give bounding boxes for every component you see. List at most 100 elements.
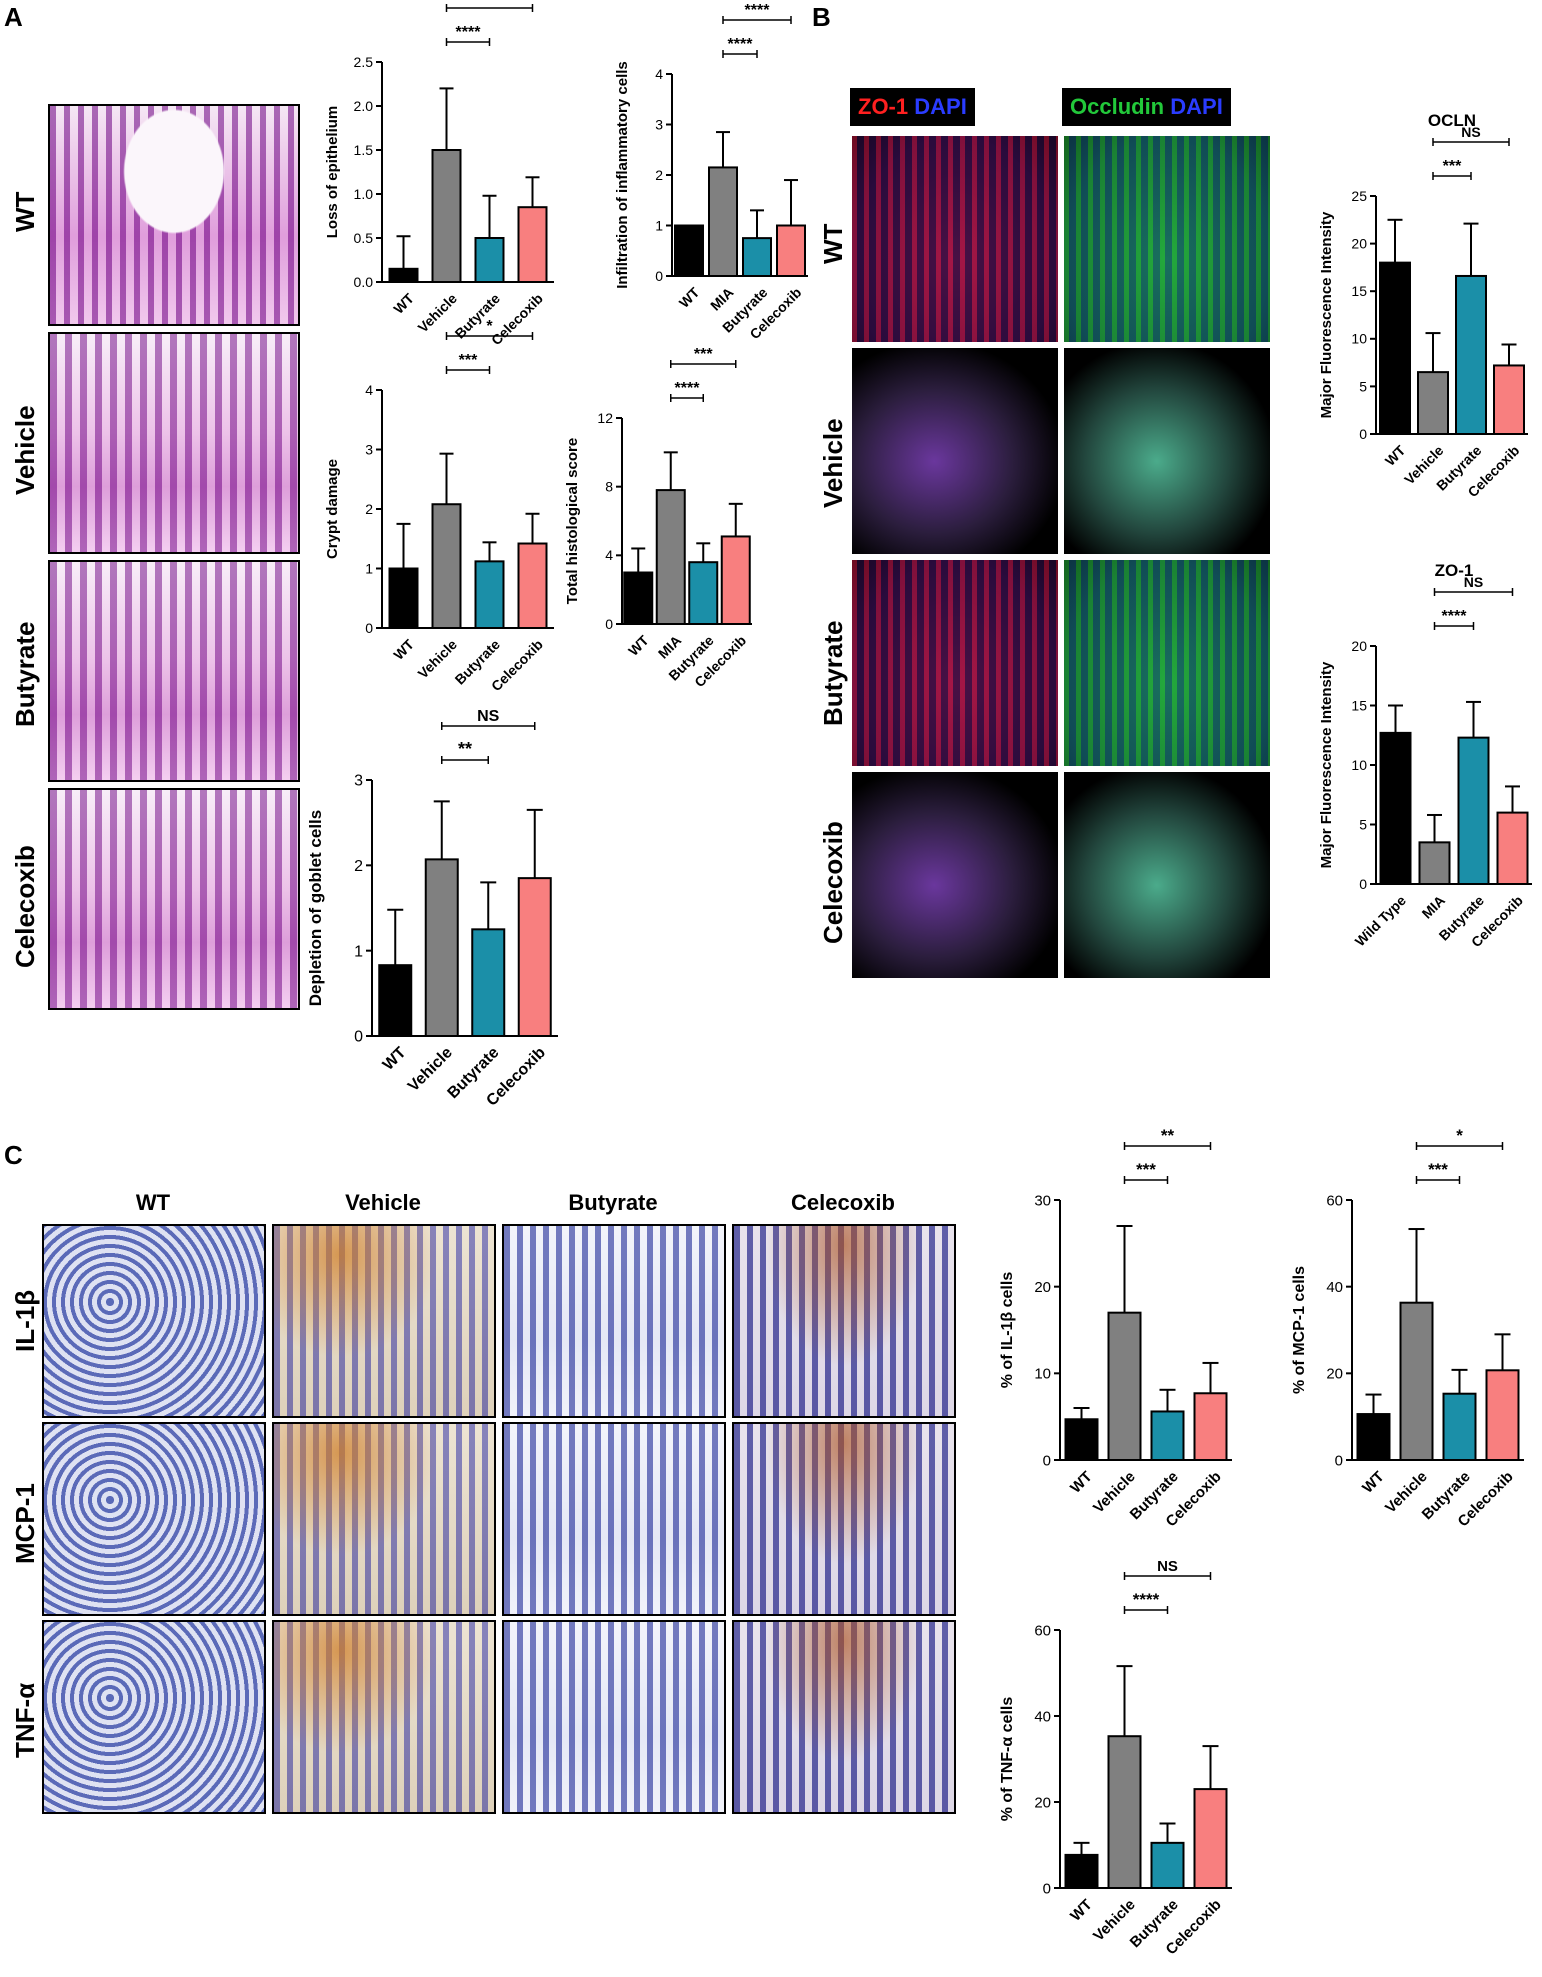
sig-label: **** <box>1442 608 1468 625</box>
y-tick-label: 0.5 <box>354 230 374 246</box>
sig-label: NS <box>1464 574 1483 590</box>
if-header-occludin: Occludin DAPI <box>1062 88 1231 126</box>
y-axis-label: % of IL-1β cells <box>999 1272 1016 1389</box>
ihc-mcp1-celecoxib <box>732 1422 956 1616</box>
y-tick-label: 2 <box>354 858 363 875</box>
bar-wt <box>623 571 654 625</box>
bar-butyrate <box>1457 736 1490 885</box>
zo1-stain-label: ZO-1 <box>858 94 909 119</box>
sig-label: *** <box>694 346 713 363</box>
y-tick-label: 25 <box>1351 188 1367 204</box>
y-tick-label: 1.0 <box>354 186 374 202</box>
he-image-wt <box>48 104 300 326</box>
x-tick-label: WT <box>390 636 417 663</box>
sig-label: *** <box>1428 1160 1448 1179</box>
y-tick-label: 0 <box>1359 426 1367 442</box>
bar-celecoxib <box>1193 1392 1228 1462</box>
if-header-zo1: ZO-1 DAPI <box>850 88 975 126</box>
y-tick-label: 8 <box>605 479 613 495</box>
ihc-col-label-vehicle: Vehicle <box>345 1190 421 1215</box>
x-tick-label: Wild Type <box>1352 892 1409 949</box>
y-axis-label: Crypt damage <box>324 459 341 559</box>
sig-label: ** <box>1161 1126 1175 1145</box>
y-tick-label: 2.0 <box>354 98 374 114</box>
y-tick-label: 0 <box>1335 1452 1343 1469</box>
bar-celecoxib <box>517 206 548 283</box>
y-axis-label: Loss of epithelium <box>324 106 341 239</box>
y-tick-label: 3 <box>655 116 663 132</box>
x-tick-label: WT <box>1067 1468 1096 1497</box>
occludin-stain-label: Occludin <box>1070 94 1165 119</box>
panel-letter-b: B <box>812 2 831 32</box>
bar-celecoxib <box>1493 364 1525 435</box>
y-tick-label: 1.5 <box>354 142 374 158</box>
y-tick-label: 5 <box>1359 378 1367 394</box>
panel-letter-a: A <box>4 2 23 32</box>
y-tick-label: 2 <box>655 167 663 183</box>
y-tick-label: 10 <box>1351 757 1367 773</box>
y-axis-label: Major Fluorescence Intensity <box>1318 661 1335 868</box>
bar-butyrate <box>471 928 506 1037</box>
ihc-mcp1-butyrate <box>502 1422 726 1616</box>
bar-celecoxib <box>1496 811 1529 885</box>
if-zo1-wt <box>850 134 1060 344</box>
y-axis-label: % of TNF-α cells <box>999 1697 1016 1822</box>
sig-label: NS <box>1461 124 1480 140</box>
bar-vehicle <box>431 149 462 283</box>
if-occludin-vehicle <box>1062 346 1272 556</box>
bar-wt <box>378 964 413 1038</box>
sig-label: NS <box>1157 1558 1178 1575</box>
y-axis-label: Infiltration of inflammatory cells <box>614 61 631 289</box>
bar-celecoxib <box>1193 1788 1228 1889</box>
he-image-vehicle <box>48 332 300 554</box>
chart-zo1: 0 5 10 15 20 Major Fluorescence Intensity ZO-1… <box>1318 561 1532 950</box>
bar-butyrate <box>742 237 772 277</box>
dapi-stain-label: DAPI <box>914 94 967 119</box>
ihc-tnfa-wt <box>42 1620 266 1814</box>
y-tick-label: 0 <box>1043 1452 1051 1469</box>
sig-label: *** <box>1136 1160 1156 1179</box>
x-tick-label: WT <box>625 632 652 659</box>
y-axis-label: Total histological score <box>564 438 581 604</box>
y-axis-label: Major Fluorescence Intensity <box>1318 211 1335 418</box>
bar-celecoxib <box>720 535 751 626</box>
y-tick-label: 3 <box>354 773 363 790</box>
y-tick-label: 1 <box>655 217 663 233</box>
y-tick-label: 10 <box>1034 1366 1051 1383</box>
x-tick-label: MIA <box>1419 892 1448 921</box>
chart-ocln: 0 5 10 15 20 25 Major Fluorescence Intensity OC… <box>1318 111 1528 500</box>
bar-celecoxib <box>517 877 552 1038</box>
y-tick-label: 0 <box>1359 876 1367 892</box>
bar-wt <box>1356 1413 1391 1461</box>
y-tick-label: 20 <box>1351 236 1367 252</box>
x-tick-label: WT <box>1067 1896 1096 1925</box>
bar-vehicle <box>1107 1735 1142 1889</box>
bar-butyrate <box>1455 274 1487 435</box>
bar-wt <box>1064 1418 1099 1462</box>
ihc-mcp1-wt <box>42 1422 266 1616</box>
bar-celecoxib <box>517 542 548 630</box>
y-tick-label: 2.5 <box>354 54 374 70</box>
ihc-mcp1-vehicle <box>272 1422 496 1616</box>
sig-label: **** <box>675 380 701 397</box>
sig-label: **** <box>456 24 482 41</box>
ihc-tnfa-celecoxib <box>732 1620 956 1814</box>
panel-letter-c: C <box>4 1140 23 1170</box>
y-axis-label: Depletion of goblet cells <box>306 810 325 1006</box>
y-tick-label: 4 <box>605 547 613 563</box>
y-tick-label: 20 <box>1034 1279 1051 1296</box>
y-tick-label: 0 <box>1043 1880 1051 1897</box>
bar-mia <box>1418 841 1451 885</box>
chart-infil: 0 1 2 3 4 Infiltration of inflammatory cells W… <box>614 2 808 342</box>
y-tick-label: 60 <box>1034 1622 1051 1639</box>
sig-label: **** <box>1133 1590 1160 1609</box>
bar-vehicle <box>1107 1311 1142 1461</box>
y-tick-label: 5 <box>1359 816 1367 832</box>
y-tick-label: 40 <box>1034 1708 1051 1725</box>
